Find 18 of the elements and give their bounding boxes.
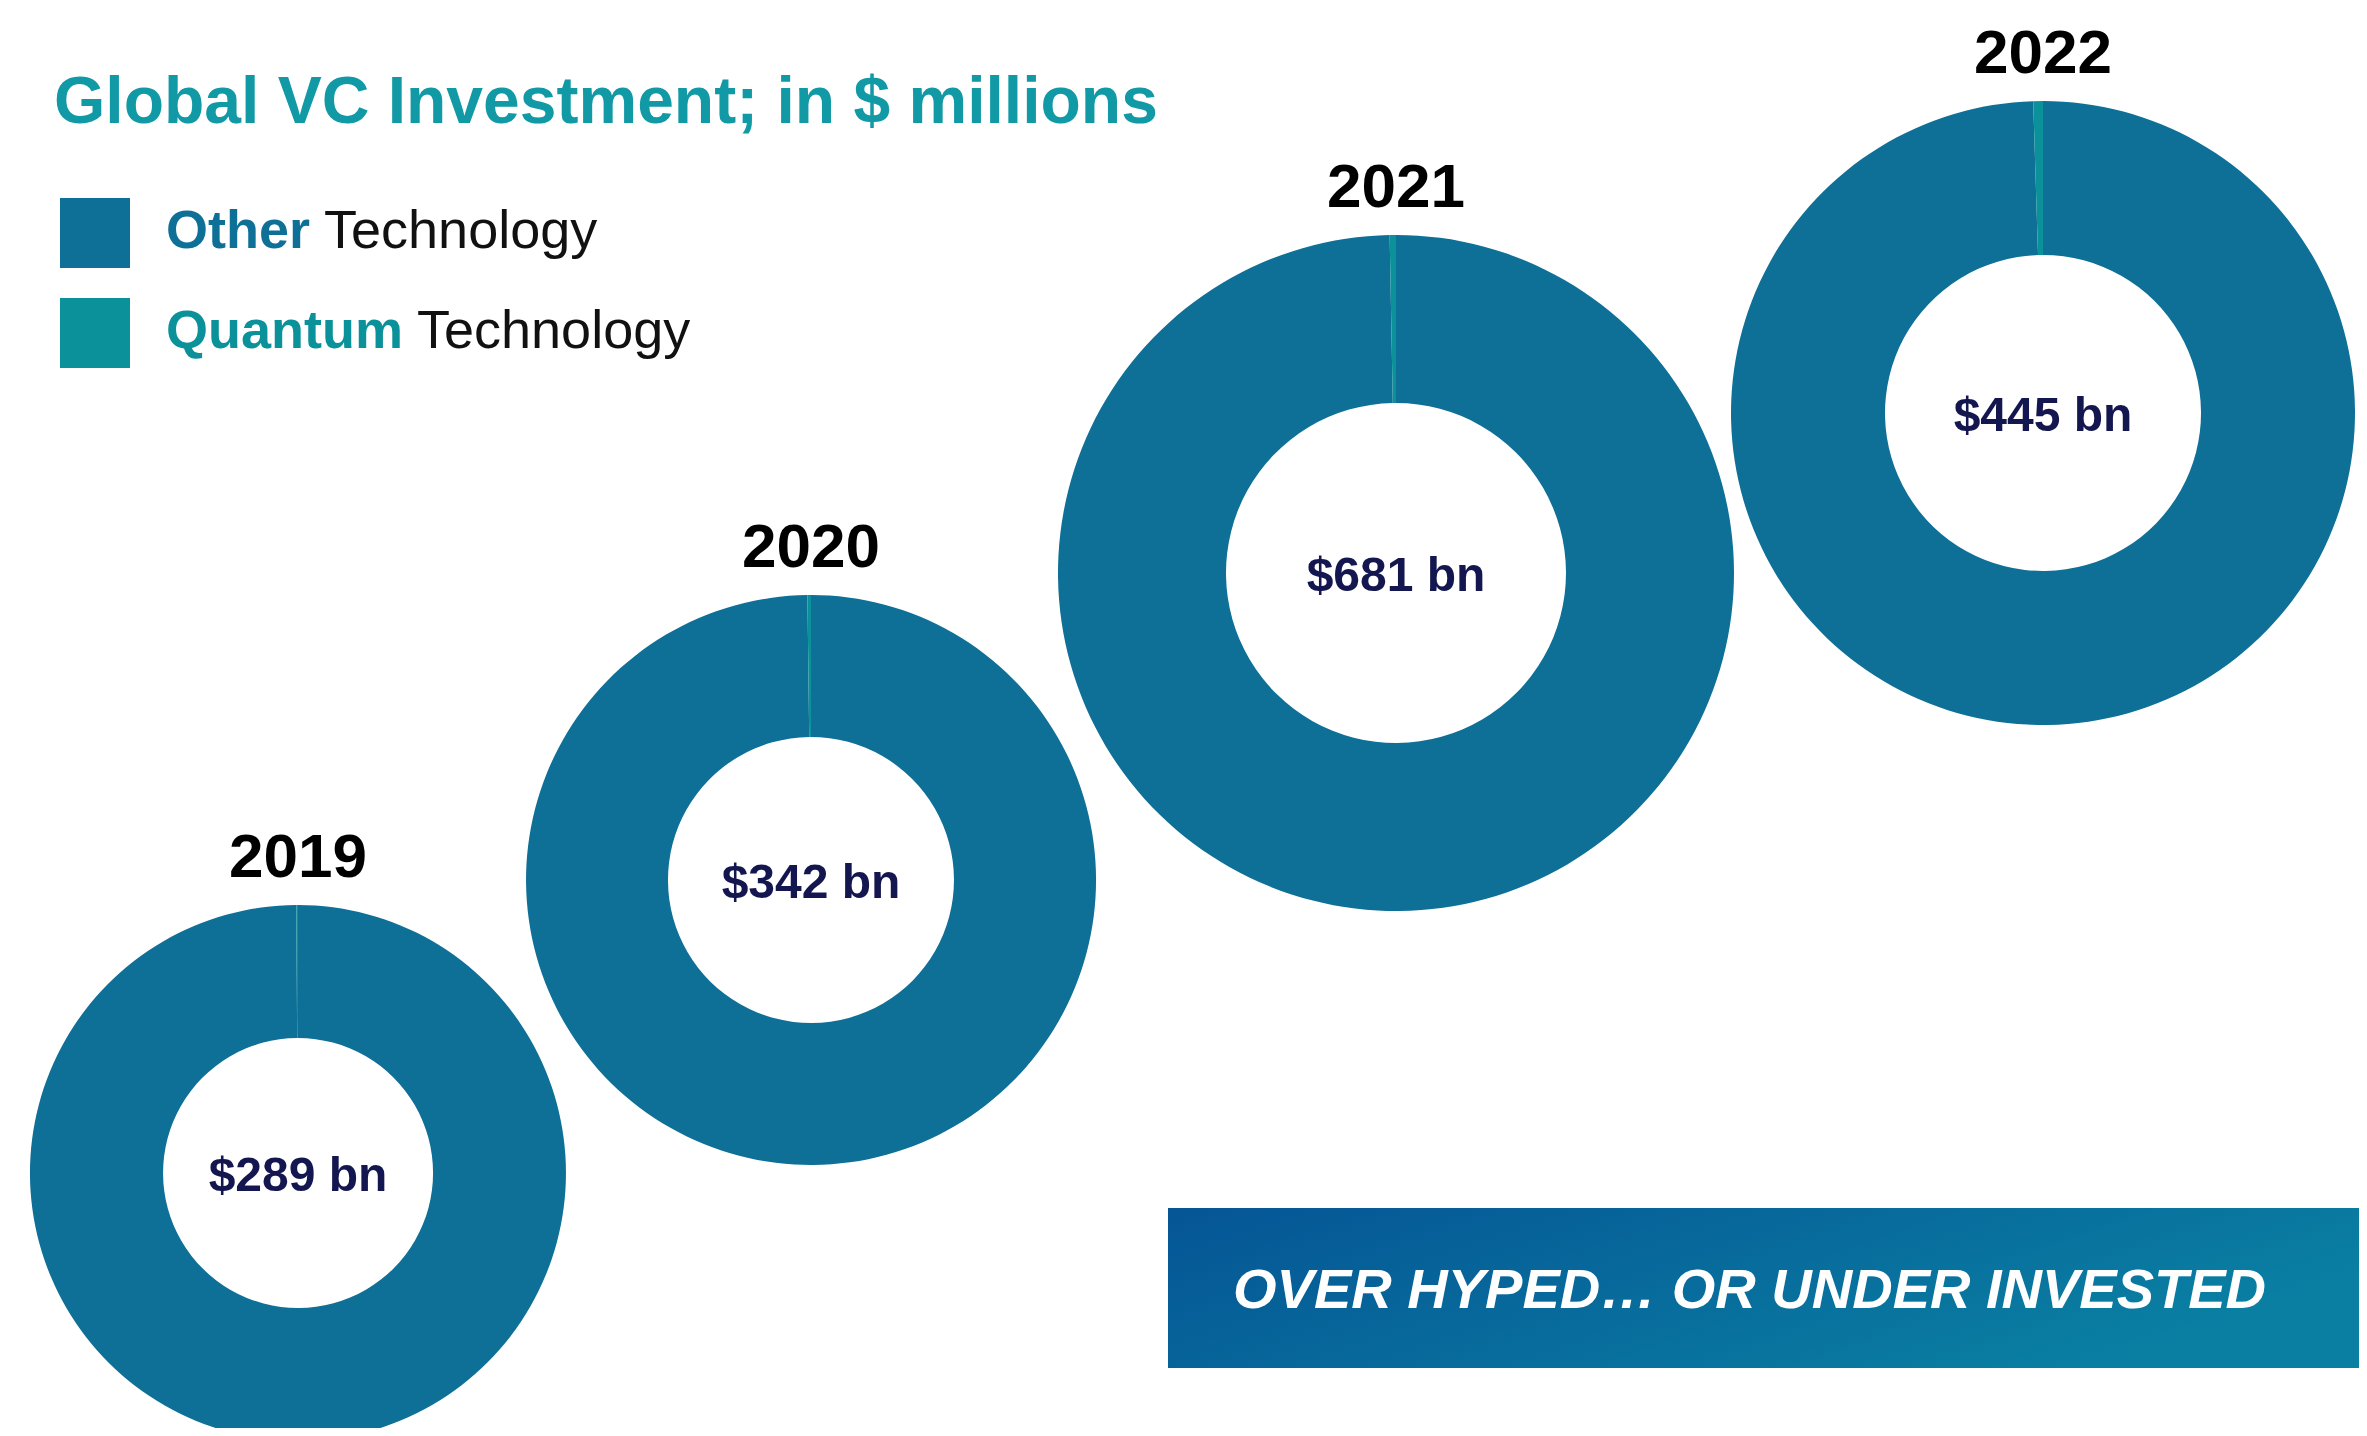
donut-slice	[2033, 101, 2043, 256]
text: $342 bn	[721, 855, 901, 908]
donut-slice	[1389, 235, 1396, 404]
donut-slice	[807, 595, 811, 738]
text: $445 bn	[1953, 388, 2133, 441]
text: $681 bn	[1306, 548, 1486, 601]
donut-slice	[1058, 235, 1734, 911]
text: $289 bn	[208, 1148, 388, 1201]
chart-title: 2020	[742, 511, 880, 580]
text: OVER HYPED… OR UNDER INVESTED	[1233, 1257, 2267, 1320]
donut-slice	[526, 595, 1096, 1165]
chart-title: 2022	[1974, 17, 2112, 86]
chart-title: 2021	[1327, 151, 1465, 220]
text: Global VC Investment; in $ millions	[54, 63, 1158, 137]
text: 2019	[229, 821, 367, 890]
legend-label: Other Technology	[166, 199, 598, 259]
legend-label: Quantum Technology	[166, 299, 691, 359]
donut-slice	[1731, 101, 2355, 725]
